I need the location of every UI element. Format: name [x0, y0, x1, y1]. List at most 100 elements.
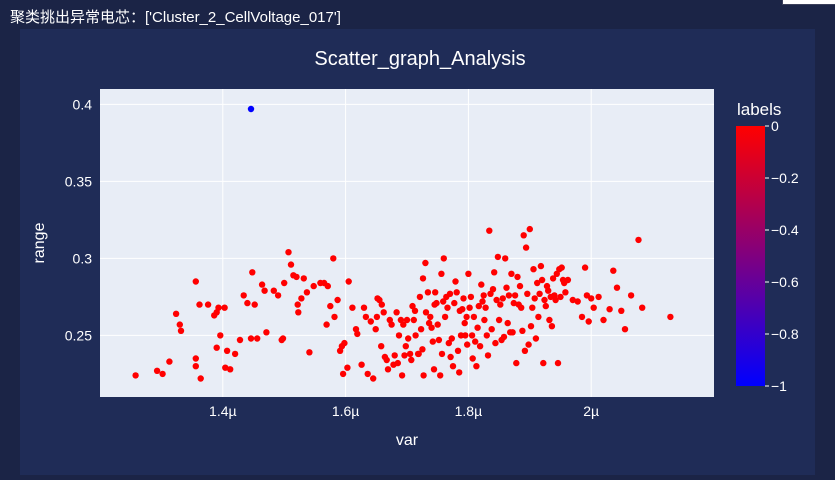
data-point[interactable]	[511, 292, 519, 299]
data-point[interactable]	[433, 299, 440, 307]
data-point[interactable]	[393, 309, 400, 316]
data-point[interactable]	[447, 353, 454, 361]
data-point[interactable]	[430, 366, 438, 373]
data-point[interactable]	[416, 293, 424, 301]
data-point[interactable]	[456, 369, 463, 376]
data-point[interactable]	[294, 301, 301, 308]
data-point[interactable]	[341, 339, 348, 347]
data-point[interactable]	[500, 333, 508, 341]
data-point[interactable]	[402, 343, 409, 350]
data-point[interactable]	[427, 313, 434, 321]
data-point[interactable]	[222, 364, 229, 371]
data-point[interactable]	[153, 367, 161, 374]
data-point[interactable]	[581, 264, 589, 271]
data-point[interactable]	[327, 302, 334, 310]
data-point[interactable]	[409, 302, 416, 310]
data-point[interactable]	[424, 289, 432, 296]
data-point[interactable]	[438, 350, 446, 358]
data-point[interactable]	[422, 309, 430, 316]
data-point[interactable]	[460, 295, 467, 302]
data-point[interactable]	[344, 364, 351, 371]
data-point[interactable]	[478, 281, 485, 288]
data-point[interactable]	[362, 313, 370, 321]
data-point[interactable]	[546, 316, 553, 324]
data-point[interactable]	[618, 307, 625, 314]
data-point[interactable]	[231, 350, 239, 358]
data-point[interactable]	[384, 366, 392, 373]
data-point[interactable]	[132, 372, 139, 379]
data-point[interactable]	[549, 275, 557, 282]
data-point[interactable]	[600, 316, 607, 324]
data-point[interactable]	[497, 301, 504, 308]
data-point[interactable]	[440, 298, 447, 305]
data-point[interactable]	[279, 335, 287, 342]
data-point[interactable]	[249, 269, 256, 276]
data-point[interactable]	[590, 304, 597, 311]
data-point[interactable]	[521, 347, 529, 354]
data-point[interactable]	[449, 363, 457, 370]
data-point[interactable]	[244, 299, 251, 307]
data-point[interactable]	[306, 349, 313, 356]
data-point[interactable]	[595, 293, 602, 301]
data-point[interactable]	[541, 296, 548, 304]
data-point[interactable]	[557, 293, 564, 301]
data-point[interactable]	[480, 292, 487, 299]
data-point[interactable]	[166, 358, 173, 365]
data-point[interactable]	[578, 313, 586, 321]
data-point[interactable]	[464, 341, 471, 348]
data-point[interactable]	[240, 292, 247, 299]
data-point[interactable]	[192, 355, 199, 362]
data-point[interactable]	[519, 327, 526, 334]
data-point[interactable]	[538, 276, 546, 284]
data-point[interactable]	[370, 375, 377, 382]
data-point[interactable]	[270, 287, 277, 294]
data-point[interactable]	[287, 261, 295, 268]
data-point[interactable]	[324, 282, 331, 290]
data-point[interactable]	[545, 287, 552, 294]
data-points[interactable]	[132, 105, 674, 382]
data-point[interactable]	[223, 347, 231, 354]
data-point[interactable]	[462, 332, 469, 339]
data-point[interactable]	[514, 273, 521, 281]
data-point[interactable]	[405, 335, 412, 342]
data-point[interactable]	[383, 356, 390, 364]
data-point[interactable]	[562, 289, 569, 296]
data-point[interactable]	[360, 304, 368, 311]
data-point[interactable]	[437, 372, 444, 379]
data-point[interactable]	[564, 276, 572, 284]
data-point[interactable]	[574, 298, 581, 305]
data-point[interactable]	[495, 316, 503, 324]
data-point[interactable]	[610, 267, 617, 274]
top-right-widget[interactable]	[782, 0, 835, 5]
data-point[interactable]	[247, 105, 255, 113]
data-point[interactable]	[177, 327, 185, 334]
data-point[interactable]	[247, 335, 255, 342]
data-point[interactable]	[476, 343, 484, 350]
data-point[interactable]	[281, 279, 288, 287]
data-point[interactable]	[197, 375, 204, 382]
data-point[interactable]	[293, 273, 300, 281]
data-point[interactable]	[435, 336, 443, 344]
data-point[interactable]	[334, 296, 341, 304]
data-point[interactable]	[558, 264, 565, 271]
data-point[interactable]	[391, 352, 398, 359]
data-point[interactable]	[494, 253, 502, 261]
data-point[interactable]	[300, 275, 307, 282]
data-point[interactable]	[532, 335, 540, 342]
data-point[interactable]	[554, 359, 562, 367]
data-point[interactable]	[331, 313, 338, 321]
data-point[interactable]	[513, 359, 520, 367]
data-point[interactable]	[508, 270, 515, 277]
data-point[interactable]	[298, 295, 305, 302]
data-point[interactable]	[323, 321, 330, 328]
data-point[interactable]	[635, 236, 642, 244]
data-point[interactable]	[159, 370, 166, 378]
data-point[interactable]	[445, 339, 452, 347]
data-point[interactable]	[452, 278, 459, 285]
data-point[interactable]	[627, 292, 635, 299]
data-point[interactable]	[339, 370, 347, 378]
data-point[interactable]	[310, 282, 317, 290]
data-point[interactable]	[481, 316, 488, 324]
data-point[interactable]	[454, 347, 462, 354]
data-point[interactable]	[254, 335, 261, 342]
